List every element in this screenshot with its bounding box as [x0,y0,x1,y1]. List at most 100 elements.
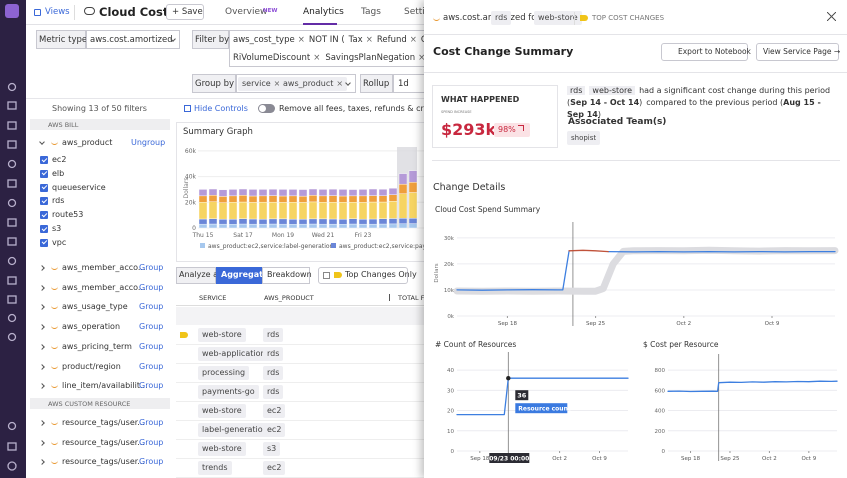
bar-segment [398,223,408,229]
aggregate-button[interactable] [216,267,262,284]
group-link[interactable]: Group [139,418,164,427]
view-label[interactable]: View Service Page → [763,47,841,56]
hide-controls[interactable]: Hide Controls [194,104,248,113]
group-link[interactable]: Group [139,457,164,466]
aggregate-label[interactable]: Aggregate [221,270,269,279]
facet-value[interactable]: route53 [52,210,84,220]
bar-segment [208,218,218,225]
checkbox [40,156,48,164]
detail-charts: 0k 10k 20k 30k Sep 18 Sep 25 Oct 2 Oct 9 Dollars… [434,222,839,463]
facet-name[interactable]: aws_member_acco... [62,263,146,272]
bar-segment [368,223,378,229]
bar-segment [248,202,258,220]
summary-text: rds web-store had a significant cost chang… [567,85,839,121]
card-subtitle: SPEND INCREASE [441,110,472,114]
rollup-label: Rollup [363,79,390,89]
group-link[interactable]: Group [139,302,164,312]
toggle-label[interactable]: Remove all fees, taxes, refunds & credit… [279,104,444,113]
save-label[interactable]: + Save [172,7,203,17]
team-chip: shopist [567,131,601,145]
aws-logo [51,384,58,389]
facet-name[interactable]: product/region [62,361,121,371]
save-button[interactable] [166,4,204,20]
group-link[interactable]: Group [139,437,164,447]
breakdown-label[interactable]: Breakdown [267,270,312,279]
facet-value[interactable]: rds [52,196,65,206]
top-changes-button[interactable] [318,267,408,284]
tab[interactable]: Tags [361,7,381,17]
flag-icon [580,15,588,21]
group-link[interactable]: Group [139,361,164,371]
bar-segment [318,189,328,197]
facet-value[interactable]: s3 [52,224,62,233]
bar-segment [208,188,218,196]
facet-name[interactable]: resource_tags/user... [62,437,145,447]
metric-value[interactable]: aws.cost.amortized [90,35,173,45]
facet-name[interactable]: aws_usage_type [62,302,128,312]
bar-segment [338,189,348,197]
filter-box[interactable] [229,30,429,67]
breakdown-button[interactable] [262,267,310,284]
row-divider [176,439,436,440]
divider [432,160,840,161]
bar-segment [408,182,418,193]
group-link[interactable]: Group [139,263,164,272]
column-header[interactable]: SERVICE [199,294,227,302]
group-link[interactable]: Group [139,341,164,351]
column-header[interactable]: AWS_PRODUCT [264,294,314,302]
checkbox [40,225,48,233]
close-button[interactable] [827,12,836,21]
facet-name[interactable]: aws_operation [62,322,121,332]
bar-segment [278,223,288,229]
bar-segment [368,195,378,203]
views-link[interactable]: Views [45,7,70,17]
facet-value[interactable]: ec2 [52,155,67,164]
top-changes-label[interactable]: Top Changes Only [345,270,417,279]
group-link[interactable]: Group [139,322,164,332]
group-link[interactable]: Group [139,282,164,292]
service-chip: web-application [198,347,270,361]
filter-value: RiVolumeDiscount [233,53,320,63]
view-button[interactable] [756,43,839,61]
tag-chip: web-store [589,86,636,95]
bar-segment [338,195,348,203]
facet-name[interactable]: resource_tags/user... [62,457,145,466]
column-header[interactable]: TOTAL F [398,294,425,302]
bar-segment [298,189,308,197]
facet-name[interactable]: aws_pricing_term [62,341,132,351]
tab[interactable]: Overview [225,7,268,17]
bar-segment [308,201,318,220]
bar-segment [328,218,338,225]
facet-name[interactable]: aws_member_acco... [62,282,146,292]
facet-name[interactable]: resource_tags/user... [62,418,145,427]
service-chip: label-generation [198,423,272,437]
bar-segment [228,202,238,220]
facet-name[interactable]: line_item/availabilit... [62,381,148,391]
group-chip: service [238,77,285,91]
aws-logo [51,325,58,330]
summary-chart: Dollars 0 20k 40k 60k Thu 15 Sat 17 Mon 19 Wed 2… [183,147,424,250]
metric-select[interactable] [86,30,180,49]
tab[interactable]: Settings [404,7,441,17]
group-link[interactable]: Group [139,381,164,391]
rollup-value[interactable]: 1d [398,79,409,89]
tab[interactable]: Analytics [303,7,344,17]
y-tick-label: 600 [655,388,666,394]
bar-segment [238,223,248,229]
facet-value[interactable]: vpc [52,237,67,247]
ungroup-link[interactable]: Ungroup [131,138,166,147]
bar-segment [268,223,278,229]
bar-segment [288,202,298,220]
bar-segment [318,195,328,203]
facet-name[interactable]: aws_product [62,138,113,147]
facet-value[interactable]: elb [52,168,65,178]
export-label[interactable]: Export to Notebook [678,47,751,56]
bar-segment [298,223,308,229]
sort-arrow [389,294,390,301]
export-button[interactable] [661,43,748,61]
facet-value[interactable]: queueservice [52,182,106,192]
toggle [258,104,275,113]
bar-segment [328,223,338,229]
